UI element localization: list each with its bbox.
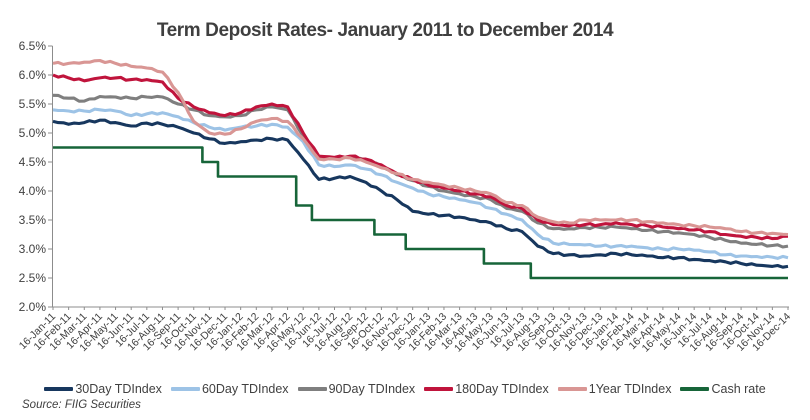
- y-axis-label: 6.5%: [19, 39, 47, 53]
- series-line-30day-tdindex: [52, 118, 789, 269]
- legend-item: 1Year TDIndex: [557, 382, 672, 396]
- legend-item: 90Day TDIndex: [297, 382, 416, 396]
- axis-lines: [52, 46, 789, 308]
- source-note: Source: FIIG Securities: [22, 399, 141, 411]
- legend-label: Cash rate: [711, 382, 766, 396]
- legend-item: Cash rate: [680, 382, 766, 396]
- legend-item: 60Day TDIndex: [170, 382, 289, 396]
- y-axis-label: 5.5%: [19, 97, 47, 111]
- y-axis-label: 4.0%: [19, 184, 47, 198]
- chart-title: Term Deposit Rates- January 2011 to Dece…: [156, 20, 614, 41]
- legend-label: 1Year TDIndex: [588, 382, 672, 396]
- legend-label: 60Day TDIndex: [201, 382, 289, 396]
- y-axis-label: 6.0%: [19, 68, 47, 82]
- legend-label: 30Day TDIndex: [75, 382, 162, 396]
- y-axis-label: 4.5%: [19, 155, 47, 169]
- legend-swatch: [44, 387, 74, 391]
- legend-swatch: [424, 387, 454, 391]
- legend: 30Day TDIndex 60Day TDIndex 90Day TDIndex 1…: [0, 382, 810, 396]
- legend-swatch: [170, 387, 200, 391]
- legend-label: 180Day TDIndex: [455, 382, 549, 396]
- legend-swatch: [680, 387, 710, 391]
- y-axis-label: 5.0%: [19, 126, 47, 140]
- series-line-1year-tdindex: [52, 58, 789, 237]
- y-axis-label: 2.0%: [19, 300, 47, 314]
- y-axis-label: 3.0%: [19, 242, 47, 256]
- y-axis-label: 2.5%: [19, 271, 47, 285]
- legend-item: 180Day TDIndex: [424, 382, 549, 396]
- series-line-cash-rate: [53, 146, 788, 280]
- legend-swatch: [297, 387, 327, 391]
- legend-swatch: [557, 387, 587, 391]
- legend-item: 30Day TDIndex: [44, 382, 162, 396]
- series-line-60day-tdindex: [52, 107, 789, 260]
- legend-label: 90Day TDIndex: [328, 382, 416, 396]
- y-axis-label: 3.5%: [19, 213, 47, 227]
